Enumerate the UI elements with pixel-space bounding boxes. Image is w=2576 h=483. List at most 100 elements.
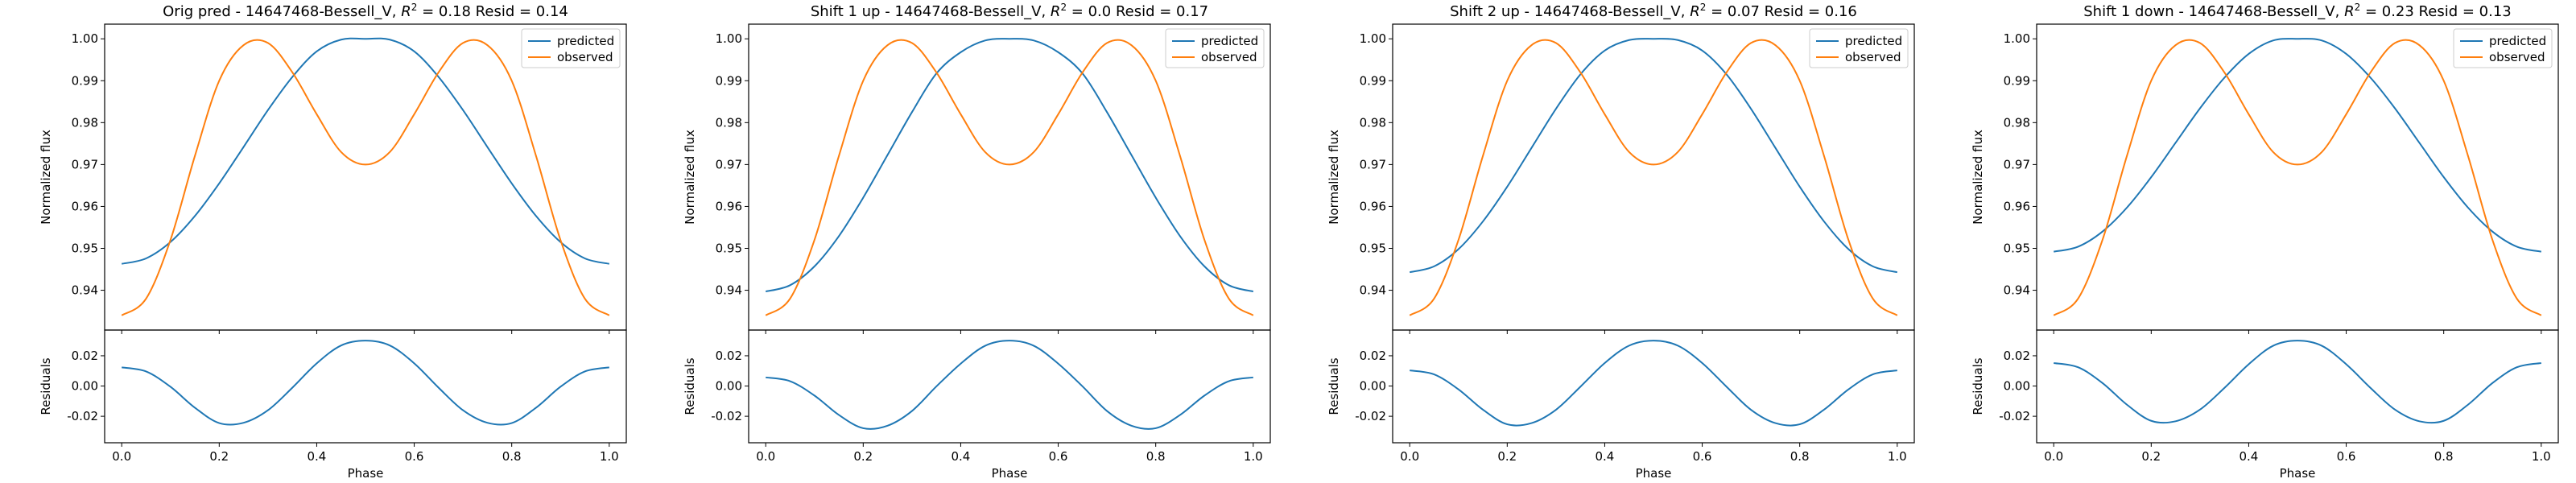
residual-ytick-label: 0.00 [72,379,98,394]
flux-ytick-label: 1.00 [2004,31,2030,46]
residual-xtick-label: 0.8 [502,449,522,464]
legend-label-observed: observed [557,50,613,64]
flux-ytick-label: 0.98 [716,115,742,130]
flux-ytick-label: 0.95 [2004,241,2030,255]
observed-line [765,39,1254,316]
flux-ytick-label: 0.94 [2004,283,2030,298]
panel-title-prefix: Shift 2 up - 14647468-Bessell_V, [1450,3,1690,20]
residual-xtick-label: 0.0 [112,449,131,464]
flux-ytick-label: 0.96 [72,199,98,213]
legend-label-observed: observed [1845,50,1901,64]
residual-xtick-label: 1.0 [600,449,619,464]
residuals-line [122,340,609,426]
residual-xtick-label: 0.2 [209,449,229,464]
residual-xtick-label: 0.0 [1400,449,1419,464]
residual-xtick-label: 0.2 [853,449,873,464]
predicted-line [1409,38,1898,274]
legend-label-predicted: predicted [1201,34,1258,48]
panel-title-prefix: Orig pred - 14647468-Bessell_V, [163,3,401,20]
chart-panel-2: Shift 1 up - 14647468-Bessell_V, R2 = 0.… [683,2,1271,481]
residual-xtick-label: 1.0 [1244,449,1263,464]
panel-title-rest: = 0.0 Resid = 0.17 [1067,3,1208,20]
flux-ytick-label: 0.99 [2004,73,2030,88]
residual-ytick-label: -0.02 [1999,409,2030,423]
panel-title: Shift 1 down - 14647468-Bessell_V, R2 = … [2083,2,2511,20]
residual-axes-frame [1392,329,1915,444]
panel-title-sup: 2 [1060,2,1067,13]
residual-y-axis-label: Residuals [1971,357,1985,415]
flux-ytick-label: 1.00 [1360,31,1386,46]
chart-panel-4: Shift 1 down - 14647468-Bessell_V, R2 = … [1971,2,2559,481]
panel-title-rest: = 0.23 Resid = 0.13 [2360,3,2512,20]
residual-y-axis-label: Residuals [683,357,697,415]
residual-xtick-label: 0.2 [1497,449,1517,464]
flux-ytick-label: 0.94 [716,283,742,298]
flux-y-axis-label: Normalized flux [1971,130,1985,225]
flux-y-axis-label: Normalized flux [1327,130,1341,225]
predicted-line [765,38,1254,293]
residual-ytick-label: -0.02 [711,409,742,423]
flux-ytick-label: 1.00 [72,31,98,46]
observed-line [1409,39,1898,316]
chart-panel-3: Shift 2 up - 14647468-Bessell_V, R2 = 0.… [1327,2,1915,481]
residual-y-axis-label: Residuals [1327,357,1341,415]
x-axis-label: Phase [1636,466,1672,481]
panel-title-sup: 2 [411,2,418,13]
residual-xtick-label: 0.4 [1596,449,1615,464]
residual-ytick-label: 0.02 [1360,349,1386,363]
residual-xtick-label: 0.0 [2044,449,2063,464]
residual-y-axis-label: Residuals [39,357,53,415]
flux-ytick-label: 0.94 [1360,283,1386,298]
panel-title-rest: = 0.07 Resid = 0.16 [1706,3,1857,20]
residual-xtick-label: 0.8 [1790,449,1810,464]
flux-y-axis-label: Normalized flux [683,130,697,225]
residual-xtick-label: 0.6 [2337,449,2356,464]
flux-ytick-label: 0.97 [716,157,742,171]
flux-ytick-label: 0.98 [1360,115,1386,130]
residual-xtick-label: 0.2 [2141,449,2161,464]
observed-line [2053,39,2542,316]
panel-title-r: R [401,3,411,20]
panel-title-prefix: Shift 1 down - 14647468-Bessell_V, [2083,3,2344,20]
legend-label-predicted: predicted [1845,34,1902,48]
flux-ytick-label: 0.99 [72,73,98,88]
flux-ytick-label: 0.99 [716,73,742,88]
x-axis-label: Phase [348,466,384,481]
panel-title-r: R [1690,3,1700,20]
residual-axes-frame [104,329,627,444]
residuals-line [766,340,1253,430]
flux-y-axis-label: Normalized flux [39,130,53,225]
flux-axes-frame [2036,23,2559,331]
residuals-line [1410,340,1897,427]
panel-title-sup: 2 [2355,2,2361,13]
residual-ytick-label: 0.02 [72,349,98,363]
flux-ytick-label: 0.97 [1360,157,1386,171]
panel-title: Shift 2 up - 14647468-Bessell_V, R2 = 0.… [1450,2,1857,20]
observed-line [121,39,610,316]
predicted-line [121,37,610,265]
flux-ytick-label: 0.96 [716,199,742,213]
flux-ytick-label: 0.98 [72,115,98,130]
residual-ytick-label: 0.02 [716,349,742,363]
residual-xtick-label: 1.0 [1888,449,1907,464]
residual-xtick-label: 0.6 [405,449,424,464]
flux-ytick-label: 0.95 [72,241,98,255]
residual-xtick-label: 1.0 [2532,449,2551,464]
flux-ytick-label: 0.97 [72,157,98,171]
panel-title-prefix: Shift 1 up - 14647468-Bessell_V, [811,3,1051,20]
residual-xtick-label: 0.4 [2240,449,2259,464]
flux-ytick-label: 0.95 [716,241,742,255]
residual-xtick-label: 0.6 [1693,449,1712,464]
legend-label-observed: observed [2489,50,2545,64]
residual-ytick-label: 0.00 [716,379,742,394]
flux-axes-frame [1392,23,1915,331]
panel-title-sup: 2 [1700,2,1707,13]
flux-ytick-label: 0.96 [1360,199,1386,213]
flux-ytick-label: 0.95 [1360,241,1386,255]
chart-panel-1: Orig pred - 14647468-Bessell_V, R2 = 0.1… [39,2,627,481]
panel-title-rest: = 0.18 Resid = 0.14 [417,3,568,20]
x-axis-label: Phase [2280,466,2316,481]
residual-axes-frame [748,329,1271,444]
legend-label-predicted: predicted [2489,34,2546,48]
